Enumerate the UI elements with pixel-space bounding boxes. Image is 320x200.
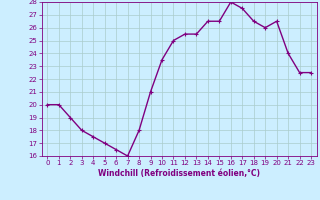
X-axis label: Windchill (Refroidissement éolien,°C): Windchill (Refroidissement éolien,°C) xyxy=(98,169,260,178)
